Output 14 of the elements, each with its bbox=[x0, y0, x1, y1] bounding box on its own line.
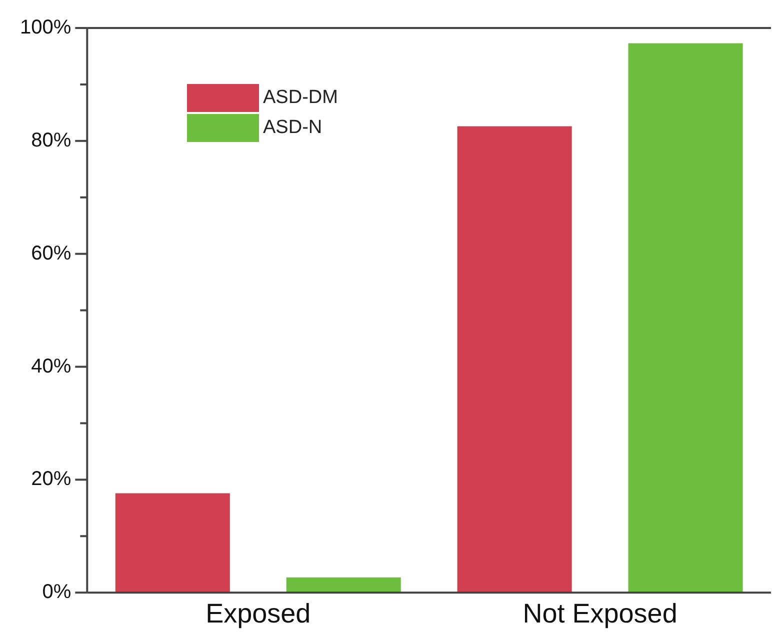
y-tick-label: 100% bbox=[20, 16, 72, 39]
y-tick-label: 20% bbox=[31, 468, 72, 490]
y-tick-label: 40% bbox=[31, 355, 72, 378]
y-tick-label: 80% bbox=[31, 129, 72, 152]
bar bbox=[457, 126, 572, 593]
bar bbox=[286, 577, 401, 593]
bar bbox=[628, 43, 743, 593]
legend-label: ASD-DM bbox=[263, 87, 338, 109]
bar bbox=[115, 493, 230, 593]
x-tick-label: Exposed bbox=[206, 598, 311, 628]
x-tick-label: Not Exposed bbox=[522, 598, 678, 628]
y-tick-label: 0% bbox=[42, 581, 72, 604]
y-tick-label: 60% bbox=[31, 242, 72, 264]
legend-label: ASD-N bbox=[263, 117, 322, 139]
